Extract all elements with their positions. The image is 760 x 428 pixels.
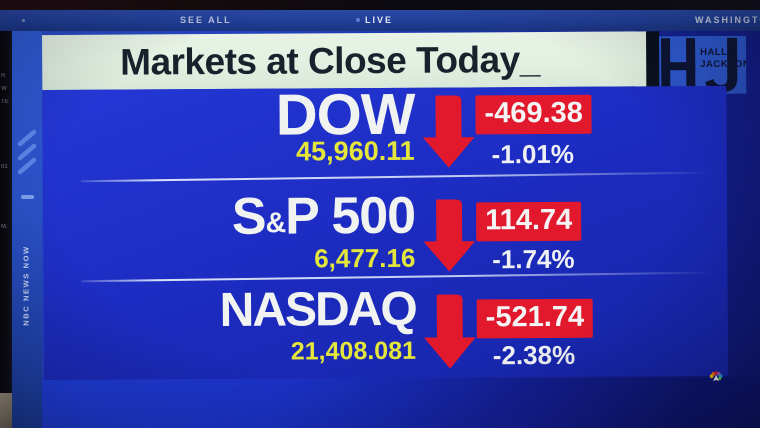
network-sidebar: NBC NEWS NOW xyxy=(12,31,42,428)
percent-change: -1.74% xyxy=(492,243,575,275)
hj-monogram-j xyxy=(705,37,738,92)
hallie-jackson-logo: HALLIE JACKSON xyxy=(659,35,746,95)
percent-change: -1.01% xyxy=(491,138,575,170)
market-row-dow: DOW 45,960.11 -469.38 -1.01% xyxy=(42,82,727,178)
index-close-value: 45,960.11 xyxy=(296,135,415,167)
live-dot-icon xyxy=(356,18,360,22)
index-close-value: 21,408.081 xyxy=(290,336,417,366)
percent-change: -2.38% xyxy=(492,339,576,371)
broadcast-graphics: Markets at Close Today_ HALLIE JACKSON xyxy=(0,29,760,428)
market-row-sp500: S&P 500 6,477.16 114.74 -1.74% xyxy=(43,176,728,278)
background-text-fragment: W xyxy=(1,86,7,92)
down-arrow-icon xyxy=(424,294,476,369)
tv-screen: R W TE 01 M. NBC NEWS NOW Markets at Clo… xyxy=(0,31,760,428)
see-all-tab[interactable]: SEE ALL xyxy=(180,15,232,25)
index-close-value: 6,477.16 xyxy=(314,242,416,274)
background-text-fragment: M. xyxy=(1,224,8,230)
market-row-nasdaq: NASDAQ 21,408.081 -521.74 -2.38% xyxy=(44,276,729,380)
index-name: S&P 500 xyxy=(231,186,416,246)
tv-bezel-top xyxy=(0,0,760,10)
background-text-fragment: 01 xyxy=(1,164,8,170)
live-indicator[interactable]: LIVE xyxy=(356,15,393,25)
location-label: WASHINGTON xyxy=(695,15,760,25)
anchor-first-name: HALLIE xyxy=(700,47,737,58)
background-monitor-edge: R W TE 01 M. xyxy=(0,31,12,428)
down-arrow-icon xyxy=(422,95,475,168)
markets-panel: DOW 45,960.11 -469.38 -1.01% S&P 500 6,4… xyxy=(42,82,729,381)
desk-corner xyxy=(0,393,14,428)
down-arrow-icon xyxy=(423,199,476,272)
nbc-news-now-slashes-icon xyxy=(17,129,37,199)
screen-reflection-dot xyxy=(22,19,25,22)
point-change-badge: -469.38 xyxy=(475,94,592,135)
index-name: NASDAQ xyxy=(219,282,416,337)
point-change-badge: -521.74 xyxy=(476,298,594,339)
hj-monogram-h xyxy=(661,38,696,93)
point-change-badge: 114.74 xyxy=(476,201,582,242)
anchor-last-name: JACKSON xyxy=(700,59,746,70)
live-label: LIVE xyxy=(365,15,394,25)
nbc-peacock-icon xyxy=(709,371,723,381)
background-text-fragment: TE xyxy=(1,99,9,105)
background-glow xyxy=(12,378,760,428)
background-text-fragment: R xyxy=(1,73,6,79)
